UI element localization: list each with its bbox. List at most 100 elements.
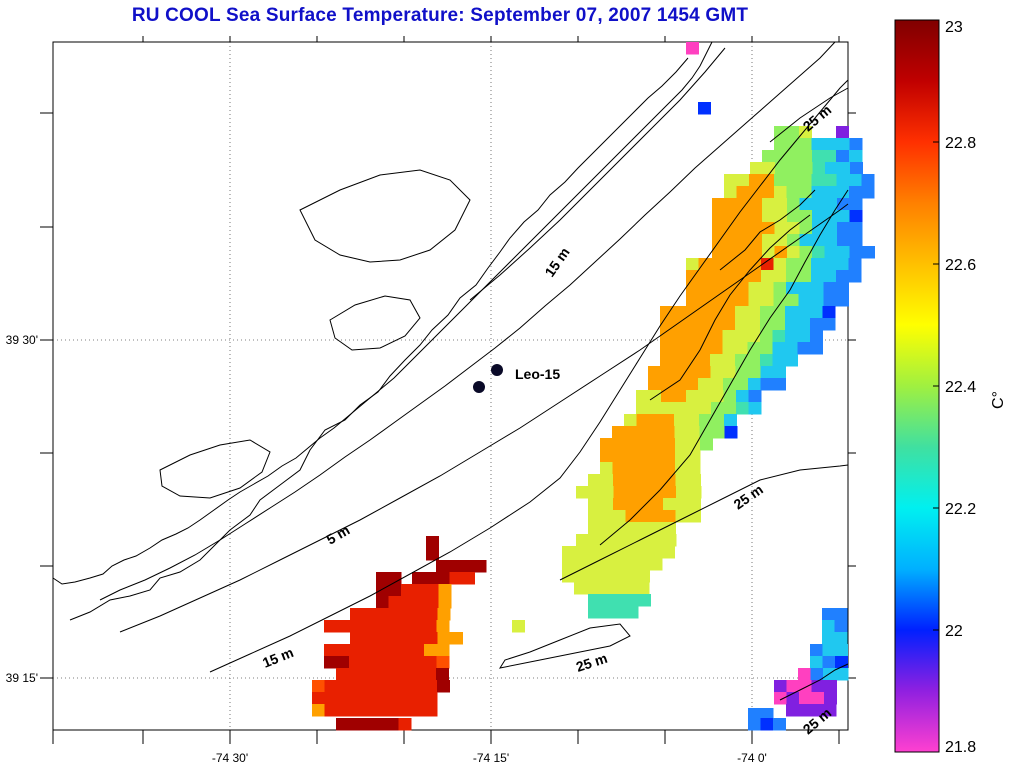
sst-pixel — [600, 606, 614, 619]
sst-pixel — [723, 270, 737, 283]
sst-pixel — [398, 718, 412, 731]
contour-15m-1 — [209, 79, 849, 673]
sst-pixel — [862, 246, 875, 259]
sst-pixel — [636, 414, 650, 427]
sst-pixel — [424, 704, 438, 717]
sst-pixel — [812, 198, 825, 211]
colorbar-tick-label: 22.2 — [945, 501, 976, 518]
sst-pixel — [823, 270, 837, 283]
sst-pixel — [711, 402, 724, 415]
sst-pixel — [735, 378, 749, 391]
sst-pixel — [588, 486, 602, 499]
sst-pixel — [810, 656, 823, 669]
sst-pixel — [362, 608, 376, 621]
sst-pixel — [672, 330, 686, 343]
sst-pixel — [699, 414, 712, 427]
station-marker — [473, 381, 485, 393]
sst-pixel — [324, 692, 338, 705]
sst-pixel — [798, 282, 812, 295]
sst-pixel — [574, 558, 588, 571]
sst-pixel — [786, 704, 799, 717]
sst-pixel — [724, 426, 738, 439]
sst-pixel — [836, 258, 849, 271]
sst-pixel — [588, 510, 601, 523]
sst-pixel — [587, 558, 600, 571]
sst-pixel — [762, 234, 775, 247]
sst-pixel — [824, 198, 838, 211]
sst-pixel — [773, 270, 787, 283]
sst-pixel — [612, 558, 625, 571]
sst-pixel — [711, 294, 724, 307]
sst-pixel — [688, 486, 702, 499]
sst-pixel — [673, 378, 686, 391]
sst-pixel — [625, 462, 638, 475]
sst-pixel — [649, 414, 662, 427]
sst-pixel — [625, 522, 639, 535]
sst-pixel — [699, 426, 713, 439]
sst-pixel — [749, 210, 763, 223]
sst-pixel — [675, 474, 689, 487]
sst-pixel — [737, 198, 750, 211]
x-tick-label: -74 30' — [212, 751, 248, 765]
sst-pixel — [600, 498, 614, 511]
sst-pixel — [386, 668, 399, 681]
sst-pixel — [672, 306, 686, 319]
sst-pixel — [625, 438, 638, 451]
colorbar-tick-label: 22.4 — [945, 379, 976, 396]
sst-pixel — [601, 486, 614, 499]
sst-pixel — [613, 474, 626, 487]
sst-pixel — [749, 246, 763, 259]
sst-pixel — [588, 606, 601, 619]
sst-pixel — [411, 644, 425, 657]
sst-pixel — [861, 186, 875, 199]
sst-pixel — [787, 210, 800, 223]
sst-pixel — [400, 632, 413, 645]
sst-pixel — [761, 258, 774, 271]
sst-pixel — [386, 656, 400, 669]
sst-pixel — [786, 186, 800, 199]
sst-pixel — [711, 258, 724, 271]
sst-pixel — [662, 546, 675, 559]
sst-pixel — [747, 330, 761, 343]
sst-pixel — [687, 462, 701, 475]
sst-pixel — [787, 234, 800, 247]
sst-pixel — [626, 486, 639, 499]
sst-pixel — [449, 572, 463, 585]
contour-25m-3 — [599, 189, 849, 546]
sst-pixel — [836, 282, 849, 295]
sst-pixel — [774, 186, 787, 199]
sst-pixel — [624, 414, 637, 427]
sst-pixel — [586, 582, 600, 595]
sst-pixel — [774, 222, 788, 235]
sst-pixel — [823, 294, 837, 307]
sst-pixel — [722, 306, 736, 319]
sst-pixel — [824, 234, 838, 247]
sst-pixel — [612, 426, 625, 439]
colorbar-tick-label: 21.8 — [945, 739, 976, 756]
sst-pixel — [638, 486, 652, 499]
sst-pixel — [799, 680, 812, 693]
axis-labels: -74 30' -74 15' -74 0' 39 30' 39 15' — [6, 333, 767, 765]
sst-pixel — [450, 632, 463, 645]
station-marker — [491, 364, 503, 376]
sst-pixel — [612, 462, 626, 475]
sst-pixel — [650, 474, 664, 487]
sst-pixel — [374, 680, 388, 693]
sst-pixel — [336, 668, 349, 681]
sst-pixel — [712, 426, 725, 439]
sst-pixel — [399, 680, 413, 693]
sst-pixel — [686, 294, 699, 307]
sst-pixel — [688, 498, 701, 511]
sst-pixel — [736, 294, 749, 307]
sst-pixel — [849, 198, 863, 211]
sst-pixel — [811, 186, 825, 199]
sst-pixel — [675, 498, 689, 511]
sst-pixel — [697, 330, 711, 343]
sst-pixel — [774, 680, 787, 693]
sst-pixel — [824, 174, 837, 187]
sst-pixel — [785, 330, 798, 343]
sst-pixel — [747, 306, 761, 319]
sst-pixel — [762, 150, 775, 163]
sst-pixel — [810, 644, 823, 657]
sst-pixel — [760, 330, 773, 343]
